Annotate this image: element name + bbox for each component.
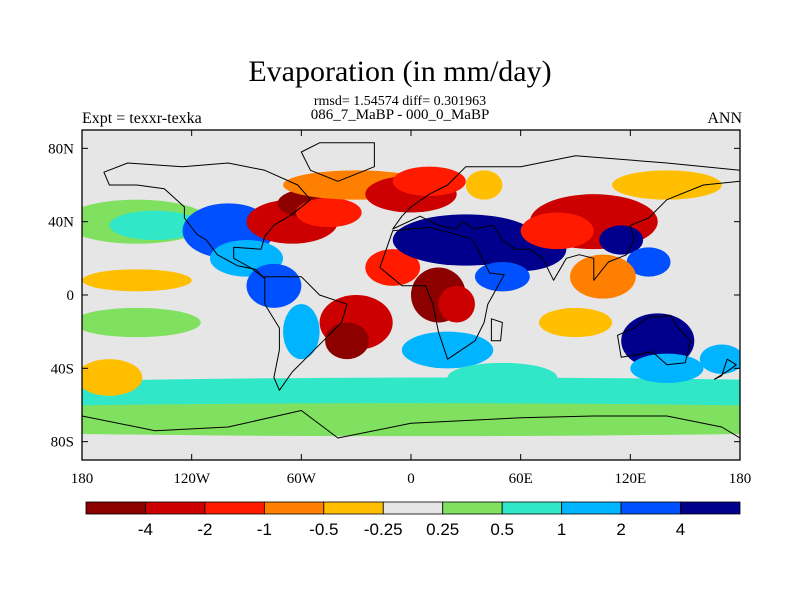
season-label: ANN — [707, 110, 742, 127]
contour-region — [465, 170, 503, 200]
colorbar-label: 2 — [616, 520, 625, 539]
colorbar-swatch — [382, 501, 444, 515]
y-tick-label: 80S — [51, 435, 74, 451]
colorbar-swatch — [323, 501, 384, 515]
contour-field — [82, 130, 740, 460]
contour-region — [82, 269, 192, 292]
colorbar: -4 -2 -1 -0.5 -0.25 0.25 0.5 1 2 4 — [85, 501, 741, 539]
coastline — [379, 226, 505, 360]
contour-region — [474, 262, 530, 292]
coastline — [103, 162, 311, 279]
contour-region — [626, 247, 671, 277]
contour-region — [365, 249, 421, 286]
coastlines — [82, 142, 740, 460]
colorbar-label: 0.25 — [426, 520, 459, 539]
colorbar-swatch — [501, 501, 563, 515]
contour-region — [612, 170, 722, 200]
colorbar-swatch — [204, 501, 265, 515]
colorbar-label: 4 — [676, 520, 685, 539]
x-tick-label: 0 — [407, 471, 415, 487]
colorbar-label: 0.5 — [490, 520, 514, 539]
page-title: Evaporation (in mm/day) — [248, 55, 552, 88]
colorbar-swatch — [442, 501, 503, 515]
contour-region — [447, 362, 558, 393]
y-tick-label: 40S — [51, 361, 74, 377]
contour-region — [82, 403, 740, 437]
coastline — [264, 276, 348, 391]
difference-line: 086_7_MaBP - 000_0_MaBP — [310, 107, 490, 123]
y-tick-label: 0 — [67, 288, 75, 304]
x-tick-label: 120E — [614, 471, 646, 487]
colorbar-swatch — [561, 501, 622, 515]
contour-region — [392, 166, 466, 196]
colorbar-label: -0.25 — [364, 520, 403, 539]
coastline — [300, 142, 375, 182]
stats-line: rmsd= 1.54574 diff= 0.301963 — [313, 94, 487, 109]
contour-region — [109, 210, 201, 240]
colorbar-swatch — [145, 501, 206, 515]
contour-region — [401, 331, 494, 369]
x-tick-label: 60W — [287, 471, 317, 487]
coastline — [82, 410, 740, 460]
colorbar-label: 1 — [557, 520, 566, 539]
colorbar-swatch — [85, 501, 146, 515]
colorbar-swatch — [620, 501, 681, 515]
coastline — [490, 318, 503, 342]
colorbar-label: -0.5 — [309, 520, 338, 539]
contour-region — [438, 285, 475, 323]
x-tick-label: 180 — [729, 471, 752, 487]
contour-region — [630, 353, 704, 384]
coastline — [617, 314, 692, 366]
contour-region — [538, 307, 613, 338]
x-tick-label: 120W — [173, 471, 211, 487]
y-tick-label: 80N — [48, 141, 74, 157]
y-tick-label: 40N — [48, 215, 74, 231]
contour-region — [520, 212, 594, 250]
colorbar-label: -4 — [138, 520, 153, 539]
contour-region — [82, 307, 201, 338]
contour-region — [283, 304, 320, 360]
coastline — [713, 358, 737, 380]
colorbar-swatch — [680, 501, 741, 515]
contour-region — [570, 254, 636, 299]
contour-region — [699, 344, 740, 374]
contour-region — [295, 197, 362, 228]
x-tick-label: 180 — [71, 471, 94, 487]
contour-region — [325, 322, 369, 360]
experiment-label: Expt = texxr-texka — [82, 110, 202, 127]
contour-region — [82, 359, 143, 396]
colorbar-label: -2 — [197, 520, 212, 539]
coastline — [392, 155, 740, 281]
colorbar-swatch — [263, 501, 325, 515]
map-axes: 180 120W 60W 0 60E 120E 180 80N 40N 0 40S 80S — [48, 130, 751, 487]
x-tick-label: 60E — [509, 471, 533, 487]
colorbar-label: -1 — [257, 520, 272, 539]
